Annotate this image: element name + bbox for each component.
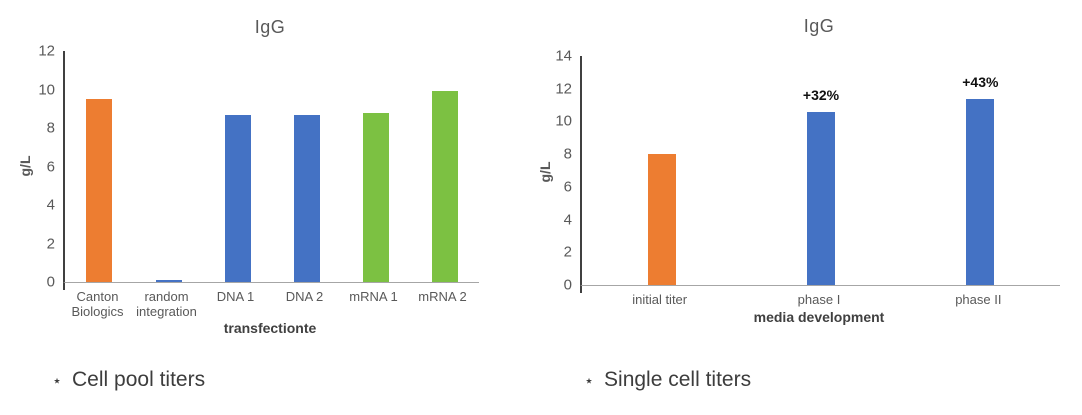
- x-tick-label-initial-titer: initial titer: [632, 292, 688, 307]
- y-tick-label: 2: [563, 243, 572, 261]
- star-icon: ⋆: [584, 373, 595, 390]
- bar-phase-ii: [966, 98, 995, 285]
- y-tick-label: 6: [46, 158, 55, 175]
- left-chart: IgG g/L 0 2 4 6 8 10 12 Canton Biologics random…: [0, 0, 541, 345]
- x-tick-label-phase-ii: phase II: [955, 292, 1002, 307]
- bar-value-label: +43%: [962, 73, 999, 90]
- x-tick-label-dna-1: DNA 1: [216, 289, 255, 304]
- bar-random-integration: [155, 280, 182, 282]
- y-tick-label: 4: [46, 196, 55, 214]
- x-tick-label-dna-2: DNA 2: [285, 289, 324, 304]
- plot-area: 0 2 4 6 8 10 12: [38, 44, 479, 290]
- bar-dna-2: [293, 114, 320, 282]
- y-tick-label: 0: [46, 273, 55, 291]
- chart-title: IgG: [254, 17, 286, 37]
- x-category-labels: Canton Biologics random integration DNA 1 D…: [63, 289, 477, 320]
- y-tick-label: 12: [38, 42, 55, 60]
- y-tick-label: 2: [46, 235, 55, 253]
- bar-value-label: +32%: [802, 86, 840, 103]
- y-tick-label: 14: [555, 47, 572, 65]
- y-tick-label: 8: [563, 145, 572, 163]
- y-tick-label: 8: [46, 119, 55, 137]
- x-axis-title: media development: [753, 309, 885, 325]
- plot-area: 0 2 4 6 8 10 12 14 +32% +43%: [555, 49, 1060, 293]
- y-tick-label: 12: [555, 80, 572, 98]
- y-tick-label: 10: [555, 112, 572, 130]
- y-tick-label: 10: [38, 81, 55, 98]
- bar-initial-titer: [647, 154, 676, 285]
- y-tick-label: 6: [563, 178, 572, 196]
- x-tick-label-mrna-2: mRNA 2: [418, 289, 467, 304]
- caption-text: Cell pool titers: [72, 368, 206, 391]
- x-category-labels: initial titer phase I phase II: [580, 292, 1058, 308]
- chart-title: IgG: [803, 16, 835, 36]
- x-axis-title: transfectionte: [223, 320, 317, 336]
- caption-cell-pool-titers: ⋆ Cell pool titers: [52, 368, 205, 392]
- right-chart: IgG g/L 0 2 4 6 8 10 12 14 +32% +43% initial tite…: [537, 0, 1082, 345]
- y-axis-title: g/L: [537, 161, 553, 183]
- caption-single-cell-titers: ⋆ Single cell titers: [584, 368, 751, 392]
- bar-dna-1: [224, 114, 251, 282]
- y-tick-label: 0: [563, 276, 572, 294]
- star-icon: ⋆: [52, 373, 63, 390]
- bar-canton-biologics: [86, 99, 113, 282]
- x-tick-label-phase-i: phase I: [797, 292, 841, 307]
- y-axis-title: g/L: [17, 155, 33, 177]
- bar-mrna-2: [431, 91, 458, 282]
- y-tick-label: 4: [563, 211, 572, 229]
- x-tick-label-random-integration: random integration: [136, 289, 197, 319]
- x-tick-label-mrna-1: mRNA 1: [349, 289, 398, 304]
- bar-mrna-1: [362, 112, 389, 282]
- x-tick-label-canton-biologics: Canton Biologics: [71, 289, 124, 319]
- bar-phase-i: [807, 111, 835, 285]
- caption-text: Single cell titers: [604, 368, 752, 391]
